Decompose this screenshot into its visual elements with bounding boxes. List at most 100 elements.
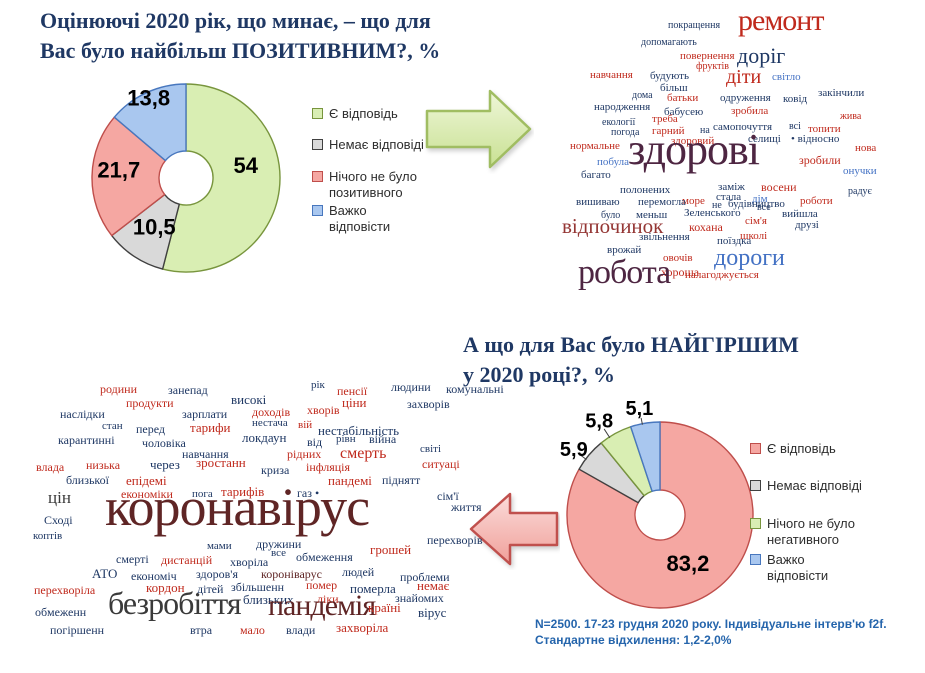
legend-swatch [750,443,761,454]
pie-slice-2 [91,116,167,237]
cloud-word: хороша [661,265,700,279]
cloud-word: заміж [718,181,745,193]
cloud-word: знайомих [395,591,444,605]
cloud-word: хворіла [230,555,269,569]
cloud-word: все [271,547,287,559]
cloud-word: через [150,457,180,472]
legend-negative: Є відповідь Немає відповіді Нічого не було… [750,441,868,606]
pie-chart-positive: 54 10,5 21,7 13,8 [91,83,281,273]
cloud-word: жива [840,111,862,122]
cloud-word: смерті [116,552,149,566]
pie-label: 5,1 [626,398,654,420]
cloud-word: смерть [340,445,387,462]
cloud-word: Сході [44,513,73,527]
cloud-word: відпочинок [562,214,664,238]
cloud-word: вийшла [782,208,818,220]
cloud-word: здорові [628,125,760,174]
cloud-word: екології [602,117,636,128]
legend-item: Нічого не було позитивного [312,169,430,202]
legend-swatch [312,205,323,216]
legend-item: Нічого не було негативного [750,516,868,549]
cloud-word: пога [192,488,213,500]
cloud-word: світло [772,71,801,83]
pie-slice-0 [161,83,281,273]
cloud-word: • відносно [791,133,840,145]
pie-label: 13,8 [127,85,170,110]
legend-label: Немає відповіді [329,137,424,153]
cloud-word: коптів [33,530,63,542]
legend-swatch [750,480,761,492]
cloud-word: ситуаці [422,457,460,471]
cloud-word: народження [594,101,651,113]
footnote-line: N=2500. 17-23 грудня 2020 року. Індивіду… [535,617,887,631]
cloud-word: АТО [92,566,118,581]
cloud-word: високі [231,392,267,407]
cloud-word: пандемі [328,473,372,488]
title-line: Оцінюючі 2020 рік, що минає, – що для [40,8,431,33]
cloud-word: грошей [370,542,412,557]
cloud-word: нормальне [570,140,620,152]
cloud-word: рік [311,379,325,391]
cloud-word: перемогла [638,196,686,208]
cloud-word: влада [36,460,65,474]
cloud-word: повернення [680,50,735,62]
cloud-word: перед [136,422,166,436]
cloud-word: на [700,125,710,136]
cloud-word: діти [726,66,762,88]
legend-item: Немає відповіді [312,137,430,153]
title-positive: Оцінюючі 2020 рік, що минає, – що для Ва… [40,6,485,66]
cloud-word: криза [261,463,290,477]
cloud-word: дома [632,90,653,101]
cloud-word: все [757,202,771,213]
cloud-word: не [712,200,722,211]
cloud-word: збільшенн [231,580,285,594]
legend-item: Важко відповісти [312,203,430,236]
title-line: А що для Вас було НАЙГІРШИМ [463,332,799,357]
cloud-word: епідемі [126,473,167,488]
cloud-word: здоровий [671,135,715,147]
cloud-word: кордон [146,580,185,595]
cloud-word: захворів [407,397,450,411]
title-line: Вас було найбільш ПОЗИТИВНИМ?, % [40,38,441,63]
cloud-word: дружини [256,537,302,551]
cloud-word: восени [761,180,797,194]
title-line: у 2020 році?, % [463,362,616,387]
pie-slice-0 [566,421,754,609]
cloud-word: батьки [667,92,699,104]
cloud-word: багато [581,169,611,181]
cloud-word: сім'ї [437,489,459,503]
cloud-word: побула [597,156,629,168]
cloud-word: вірус [418,605,447,620]
cloud-word: нова [855,142,877,154]
legend-swatch [312,139,323,151]
cloud-word: онучки [843,165,877,177]
cloud-word: обмеженн [35,605,87,619]
footnote: N=2500. 17-23 грудня 2020 року. Індивіду… [535,616,925,648]
label-leader-line [603,428,611,439]
cloud-word: захворіла [336,620,389,635]
cloud-word: світі [420,443,441,455]
cloud-word: хворів [307,403,340,417]
label-leader-line [580,455,587,461]
legend-item: Важко відповісти [750,552,868,585]
cloud-word: близької [66,473,109,487]
cloud-word: влади [286,623,316,637]
legend-item: Є відповідь [312,106,430,122]
cloud-word: короніварус [261,567,322,581]
cloud-word: економіки [121,487,173,501]
cloud-word: стала [716,191,742,203]
cloud-word: людини [391,380,431,394]
cloud-word: допомагають [641,37,697,48]
cloud-word: нестача [252,417,288,429]
cloud-word: зробили [799,153,841,167]
cloud-word: фруктів [696,61,729,72]
cloud-word: дороги [714,245,785,271]
pie-label: 54 [234,153,259,178]
cloud-word: стан [102,420,123,432]
cloud-word: школі [740,230,768,242]
cloud-word: врожай [607,244,642,256]
cloud-word: занепад [168,383,208,397]
legend-label: Нічого не було негативного [767,515,855,547]
cloud-word: дистанцій [161,553,213,567]
